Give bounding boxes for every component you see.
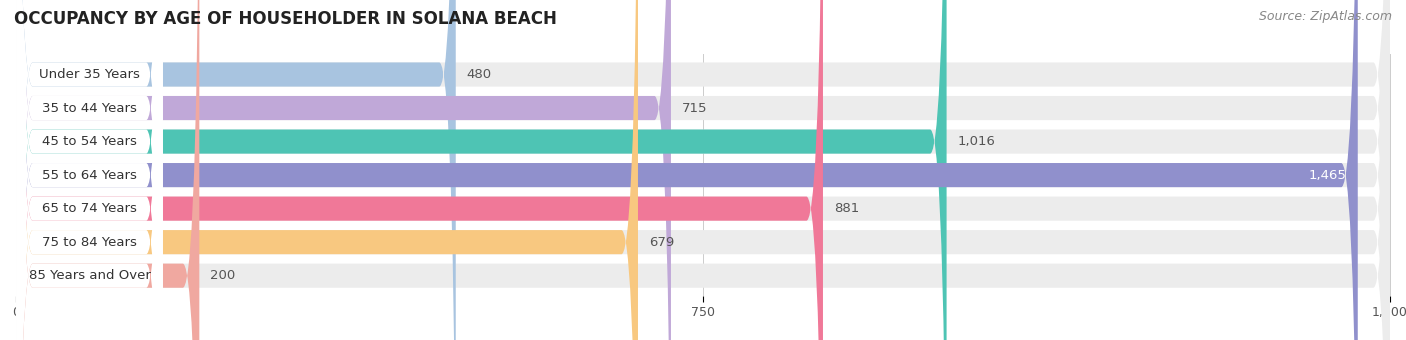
FancyBboxPatch shape [17,0,1389,340]
FancyBboxPatch shape [17,0,456,340]
Text: 480: 480 [467,68,492,81]
FancyBboxPatch shape [17,0,638,340]
Text: 715: 715 [682,102,707,115]
FancyBboxPatch shape [17,0,823,340]
Text: 1,016: 1,016 [957,135,995,148]
Text: 881: 881 [834,202,859,215]
FancyBboxPatch shape [17,0,1389,340]
FancyBboxPatch shape [17,0,163,340]
FancyBboxPatch shape [17,0,1389,340]
FancyBboxPatch shape [17,0,1389,340]
Text: 45 to 54 Years: 45 to 54 Years [42,135,136,148]
Text: Under 35 Years: Under 35 Years [39,68,139,81]
FancyBboxPatch shape [17,0,200,340]
FancyBboxPatch shape [17,0,163,340]
FancyBboxPatch shape [17,0,163,340]
FancyBboxPatch shape [17,0,1358,340]
Text: Source: ZipAtlas.com: Source: ZipAtlas.com [1258,10,1392,23]
Text: 55 to 64 Years: 55 to 64 Years [42,169,136,182]
FancyBboxPatch shape [17,0,1389,340]
FancyBboxPatch shape [17,0,671,340]
Text: 85 Years and Over: 85 Years and Over [28,269,150,282]
FancyBboxPatch shape [17,0,946,340]
Text: 1,465: 1,465 [1309,169,1347,182]
FancyBboxPatch shape [17,0,163,340]
Text: 35 to 44 Years: 35 to 44 Years [42,102,136,115]
FancyBboxPatch shape [17,0,163,340]
FancyBboxPatch shape [17,0,163,340]
Text: OCCUPANCY BY AGE OF HOUSEHOLDER IN SOLANA BEACH: OCCUPANCY BY AGE OF HOUSEHOLDER IN SOLAN… [14,10,557,28]
Text: 679: 679 [650,236,675,249]
FancyBboxPatch shape [17,0,1389,340]
Text: 200: 200 [211,269,236,282]
FancyBboxPatch shape [17,0,1389,340]
FancyBboxPatch shape [17,0,163,340]
Text: 75 to 84 Years: 75 to 84 Years [42,236,136,249]
Text: 65 to 74 Years: 65 to 74 Years [42,202,136,215]
